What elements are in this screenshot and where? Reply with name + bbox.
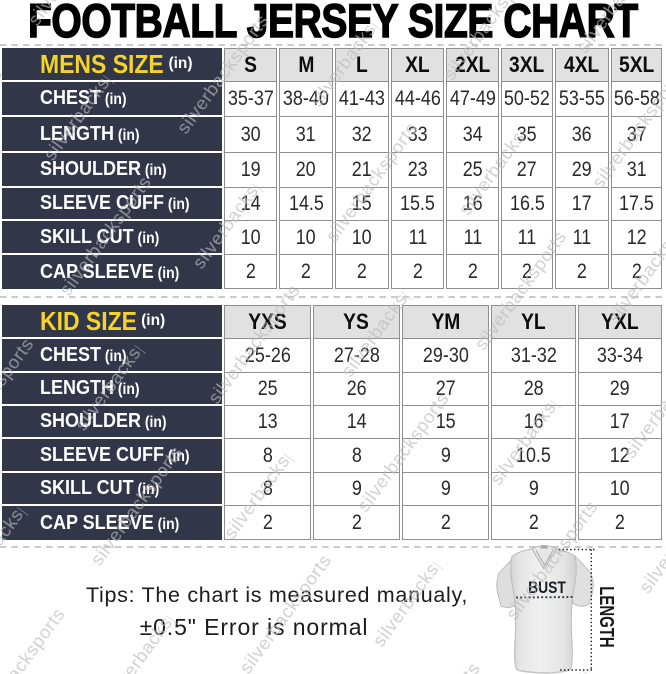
svg-text:LENGTH: LENGTH: [595, 586, 618, 647]
